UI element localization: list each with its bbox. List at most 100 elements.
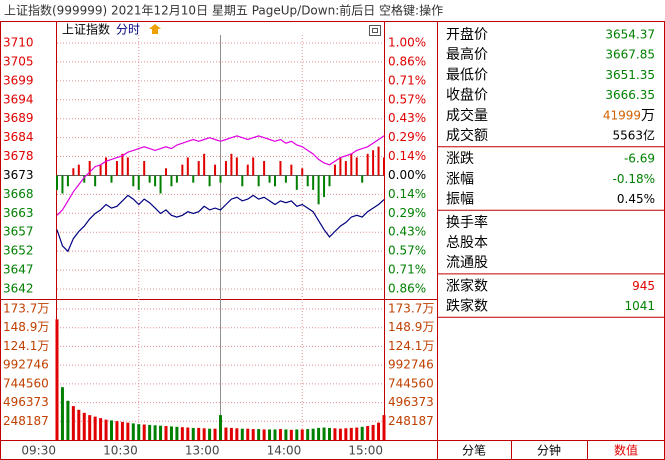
volume-tick-label: 992746 [3, 358, 49, 372]
volume-bar [295, 429, 299, 440]
volume-bar [120, 421, 124, 440]
strength-bar [99, 164, 102, 176]
volume-bar [142, 424, 146, 440]
volume-bar [344, 428, 348, 440]
volume-bar [169, 426, 173, 440]
stat-label: 收盘价 [446, 87, 488, 104]
volume-bar [246, 428, 250, 440]
strength-bar [246, 164, 249, 176]
stat-value: 1041 [624, 299, 655, 313]
y2-tick-label: 0.29% [388, 130, 426, 144]
volume-bar [268, 429, 272, 440]
volume-bar [355, 427, 359, 440]
strength-bar [366, 153, 369, 176]
volume-tick-label-right: 124.1万 [388, 339, 434, 353]
x-tick-label: 09:30 [21, 444, 56, 458]
strength-bar [148, 175, 151, 183]
strength-bar [77, 164, 80, 176]
strength-bar [350, 153, 353, 176]
strength-bar [126, 157, 129, 176]
strength-bar [333, 164, 336, 176]
strength-bar [159, 175, 162, 194]
strength-bar [186, 157, 189, 176]
strength-bar [61, 175, 64, 194]
mode-label: 分时 [116, 23, 140, 37]
strength-bar [132, 175, 135, 187]
y-tick-label: 3710 [3, 36, 34, 50]
strength-bar [284, 175, 287, 183]
volume-bar [213, 428, 217, 440]
strength-bar [115, 161, 118, 176]
volume-bar [219, 415, 222, 440]
y2-tick-label: 1.00% [388, 36, 426, 50]
price-line [56, 135, 385, 216]
stat-label: 跌家数 [446, 298, 488, 315]
y2-tick-label: 0.00% [388, 168, 426, 182]
strength-bar [197, 161, 200, 176]
strength-bar [339, 157, 342, 176]
strength-bar [181, 164, 184, 176]
strength-bar [317, 175, 320, 205]
volume-bar [278, 429, 282, 440]
stat-label: 成交额 [446, 127, 488, 144]
volume-bar [110, 420, 113, 440]
volume-bar [322, 427, 326, 440]
strength-bar [192, 175, 195, 183]
volume-bar [289, 429, 293, 440]
volume-bar [317, 427, 321, 440]
stat-unit: 万 [641, 108, 655, 124]
strength-bar [306, 175, 309, 187]
volume-bar [153, 425, 157, 440]
index-name: 上证指数 [62, 22, 110, 37]
strength-bar [165, 168, 167, 176]
volume-bar [60, 387, 64, 440]
stat-value: 3667.85 [605, 48, 655, 62]
volume-tick-label-right: 992746 [388, 358, 434, 372]
y-tick-label: 3689 [3, 111, 34, 125]
strength-bar [241, 175, 244, 187]
strength-bar [312, 175, 315, 190]
strength-bar [252, 157, 255, 176]
strength-bar [323, 175, 326, 198]
y2-tick-label: 0.71% [388, 73, 426, 87]
volume-bar [382, 415, 386, 440]
volume-bar [377, 422, 381, 440]
volume-bar [126, 422, 130, 440]
strength-bar [121, 153, 124, 176]
strength-bar [377, 146, 380, 176]
strength-bar [170, 175, 173, 187]
volume-bar [235, 428, 239, 440]
volume-tick-label-right: 248187 [388, 414, 434, 428]
strength-bar [83, 175, 86, 183]
switch-icon[interactable] [149, 24, 161, 34]
volume-bar [328, 427, 331, 440]
tab[interactable]: 分笔 [462, 443, 486, 458]
volume-bar [104, 419, 108, 440]
tab[interactable]: 数值 [614, 443, 638, 458]
volume-bar [349, 427, 353, 440]
volume-bar [191, 427, 195, 440]
y-tick-label: 3684 [3, 130, 34, 144]
y-tick-label: 3657 [3, 225, 34, 239]
volume-tick-label-right: 744560 [388, 376, 434, 390]
strength-bar [301, 168, 304, 176]
y2-tick-label: 0.86% [388, 54, 426, 68]
y2-tick-label: 0.14% [388, 149, 426, 163]
box-icon[interactable] [369, 25, 381, 36]
volume-bar [306, 429, 310, 440]
y2-tick-label: 0.57% [388, 244, 426, 258]
volume-tick-label: 148.9万 [3, 320, 49, 334]
volume-bar [93, 416, 97, 440]
y-tick-label: 3705 [3, 54, 34, 68]
x-tick-label: 13:00 [185, 444, 220, 458]
box-icon-inner [372, 28, 378, 33]
volume-bar [338, 428, 342, 440]
strength-bar [290, 164, 293, 176]
strength-bar [214, 164, 217, 176]
y2-tick-label: 0.71% [388, 263, 426, 277]
tab[interactable]: 分钟 [537, 443, 561, 458]
strength-bar [203, 153, 206, 176]
volume-bar [137, 424, 141, 440]
stat-label: 开盘价 [446, 26, 488, 43]
